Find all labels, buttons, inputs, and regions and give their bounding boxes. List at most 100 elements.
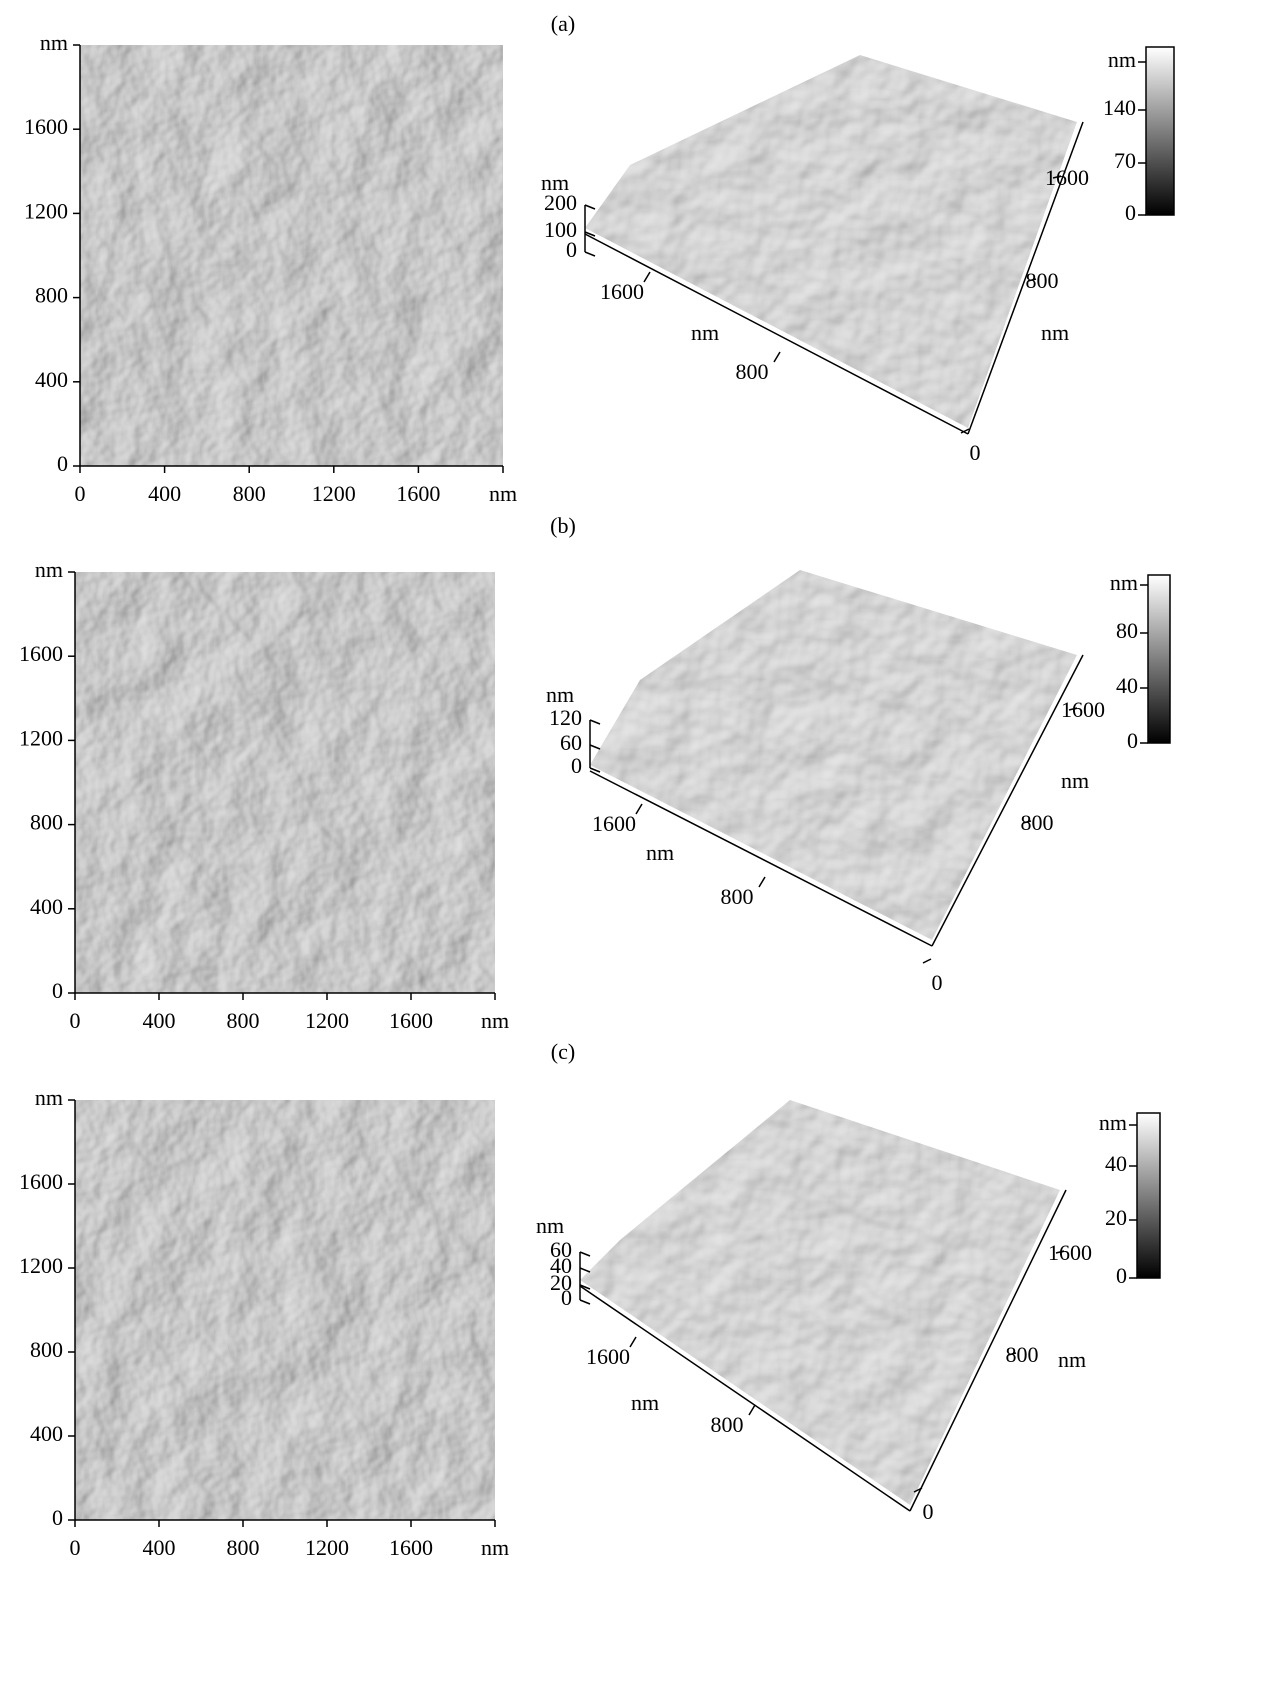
surface-x-tick-label: 0 [932,970,943,995]
y-tick-label: 0 [57,451,68,476]
y-tick-label: 1600 [19,641,63,666]
x-unit: nm [481,1008,509,1033]
afm-image [75,1100,495,1520]
z-unit: nm [546,682,574,707]
x-tick-label: 400 [143,1008,176,1033]
y-tick-label: 800 [30,810,63,835]
x-tick-label: 1200 [312,481,356,506]
y-unit: nm [35,1085,63,1110]
y-unit: nm [40,30,68,55]
x-tick-label: 800 [227,1535,260,1560]
tick-mark [590,745,600,749]
surface-x-unit: nm [1058,1347,1086,1372]
x-tick-label: 1600 [396,481,440,506]
panel-label: (a) [551,11,575,36]
y-unit: nm [35,557,63,582]
tick-mark [636,804,642,814]
x-tick-label: 800 [233,481,266,506]
surface-x-tick-label: 1600 [1048,1240,1092,1265]
z-tick-label: 120 [549,705,582,730]
afm-image [80,45,503,466]
x-tick-label: 0 [70,1008,81,1033]
figure: (a)040080012001600nm040080012001600nm010… [0,0,1282,1708]
surface-y-tick-label: 1600 [592,811,636,836]
y-tick-label: 1600 [24,114,68,139]
panel-label: (b) [550,513,576,538]
surface-y-tick-label: 800 [711,1412,744,1437]
tick-mark [630,1337,636,1347]
color-bar-tick-label: 0 [1127,728,1138,753]
afm-image [75,572,495,993]
tick-mark [585,205,595,209]
y-tick-label: 1200 [19,1253,63,1278]
surface-y-tick-label: 1600 [600,279,644,304]
surface-x-tick-label: 1600 [1045,165,1089,190]
y-tick-label: 400 [30,1421,63,1446]
x-tick-label: 1200 [305,1008,349,1033]
color-bar [1146,47,1174,215]
color-bar-unit: nm [1110,570,1138,595]
surface-y-unit: nm [691,320,719,345]
x-tick-label: 1600 [389,1535,433,1560]
surface-3d [580,1100,1060,1505]
x-tick-label: 800 [227,1008,260,1033]
tick-mark [644,272,650,282]
surface-y-unit: nm [631,1390,659,1415]
surface-x-tick-label: 800 [1026,268,1059,293]
y-tick-label: 800 [35,283,68,308]
y-tick-label: 800 [30,1337,63,1362]
x-tick-label: 400 [143,1535,176,1560]
z-tick-label: 100 [544,217,577,242]
panel: (a) 0 400 800 1200 1600 nm 0 400 800 1200 1600 nm 0 10… [24,11,1174,506]
x-tick-label: 400 [148,481,181,506]
surface-x-tick-label: 0 [970,440,981,465]
x-unit: nm [481,1535,509,1560]
surface-x-tick-label: 800 [1021,810,1054,835]
color-bar-unit: nm [1108,47,1136,72]
tick-mark [590,720,600,724]
x-tick-label: 0 [75,481,86,506]
tick-mark [749,1405,755,1415]
surface-x-unit: nm [1041,320,1069,345]
color-bar [1148,575,1170,743]
tick-mark [774,352,780,362]
z-unit: nm [536,1213,564,1238]
color-bar-tick-label: 80 [1116,618,1138,643]
x-tick-label: 0 [70,1535,81,1560]
y-tick-label: 400 [35,367,68,392]
surface-x-unit: nm [1061,768,1089,793]
color-bar-tick-label: 0 [1125,200,1136,225]
surface-x-tick-label: 800 [1006,1342,1039,1367]
tick-mark [580,1268,590,1272]
y-tick-label: 400 [30,894,63,919]
z-tick-label: 0 [571,753,582,778]
y-tick-label: 1600 [19,1169,63,1194]
tick-mark [585,252,595,256]
surface-y-tick-label: 800 [721,884,754,909]
color-bar-tick-label: 0 [1116,1263,1127,1288]
color-bar-tick-label: 40 [1116,673,1138,698]
x-tick-label: 1600 [389,1008,433,1033]
color-bar-tick-label: 140 [1103,95,1136,120]
color-bar [1137,1113,1160,1278]
x-unit: nm [489,481,517,506]
tick-mark [923,959,931,963]
panel-label: (c) [551,1039,575,1064]
y-tick-label: 0 [52,1505,63,1530]
surface-x-tick-label: 1600 [1061,697,1105,722]
tick-mark [759,877,765,887]
z-unit: nm [541,170,569,195]
z-tick-label: 60 [560,730,582,755]
color-bar-tick-label: 40 [1105,1151,1127,1176]
surface-y-tick-label: 1600 [586,1344,630,1369]
tick-mark [580,1252,590,1256]
tick-mark [580,1300,590,1304]
surface-x-tick-label: 0 [923,1499,934,1524]
x-tick-label: 1200 [305,1535,349,1560]
surface-y-unit: nm [646,840,674,865]
y-tick-label: 1200 [24,198,68,223]
surface-3d [585,55,1077,428]
color-bar-tick-label: 70 [1114,148,1136,173]
y-tick-label: 1200 [19,725,63,750]
y-tick-label: 0 [52,978,63,1003]
